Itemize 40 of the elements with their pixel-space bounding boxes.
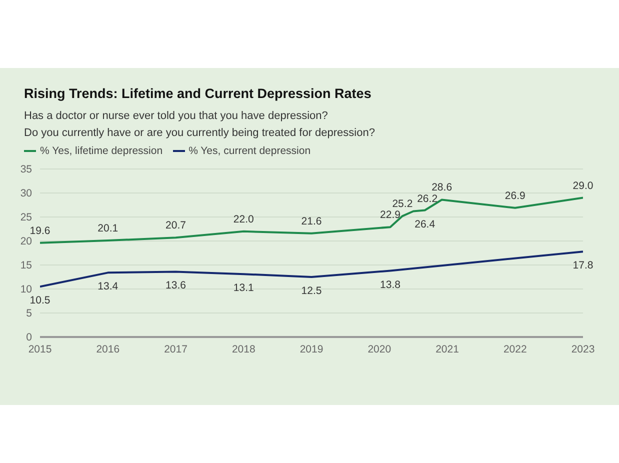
x-tick-label: 2022 — [503, 343, 527, 356]
x-tick-label: 2015 — [28, 343, 52, 356]
y-tick-label: 30 — [20, 188, 32, 200]
data-label: 25.2 — [392, 198, 413, 210]
data-label: 29.0 — [572, 180, 594, 192]
y-tick-label: 35 — [20, 164, 32, 176]
data-label: 21.6 — [301, 215, 322, 228]
y-tick-label: 25 — [20, 212, 32, 224]
data-label: 22.0 — [233, 213, 254, 226]
x-tick-label: 2019 — [300, 343, 324, 356]
x-tick-label: 2021 — [436, 343, 460, 356]
data-label: 13.4 — [98, 280, 118, 293]
data-label: 20.7 — [166, 220, 186, 232]
chart-subtitle: Has a doctor or nurse ever told you that you have depression? Do you currently have or are you currently being treated for depression? — [24, 110, 376, 139]
data-label: 28.6 — [432, 182, 452, 194]
y-tick-label: 10 — [20, 284, 32, 296]
data-label: 13.6 — [166, 280, 186, 292]
y-tick-label: 0 — [26, 332, 32, 344]
data-label: 26.9 — [504, 190, 526, 202]
x-tick-label: 2016 — [96, 343, 120, 356]
x-tick-label: 2017 — [164, 343, 188, 356]
x-tick-label: 2023 — [571, 343, 595, 356]
data-label: 12.5 — [301, 285, 322, 297]
data-label: 10.5 — [30, 294, 50, 307]
data-label: 20.1 — [98, 222, 118, 235]
data-label: 17.8 — [572, 260, 594, 272]
x-tick-label: 2020 — [368, 343, 392, 356]
y-tick-label: 5 — [26, 308, 32, 320]
y-tick-label: 20 — [20, 236, 32, 248]
x-tick-label: 2018 — [232, 343, 256, 356]
data-label: 13.8 — [380, 278, 401, 291]
data-label: 26.4 — [414, 218, 436, 230]
y-tick-label: 15 — [20, 260, 32, 272]
data-label: 13.1 — [233, 282, 254, 294]
data-label: 19.6 — [30, 224, 50, 237]
chart-title: Rising Trends: Lifetime and Current Depression Rates — [24, 86, 372, 101]
data-label: 22.9 — [380, 209, 401, 222]
legend-label: % Yes, lifetime depression — [39, 145, 163, 157]
legend-label: % Yes, current depression — [188, 145, 311, 157]
data-label: 26.2 — [417, 193, 438, 206]
